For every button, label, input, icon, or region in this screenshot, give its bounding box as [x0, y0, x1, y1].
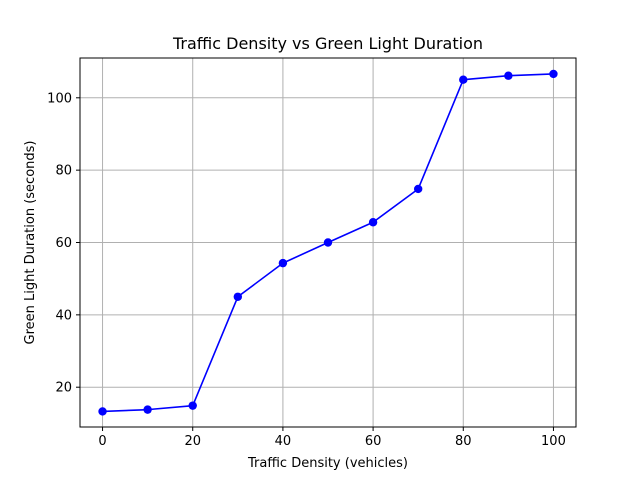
y-axis-label: Green Light Duration (seconds) — [23, 141, 38, 345]
series-group — [98, 69, 558, 416]
data-point — [413, 184, 423, 194]
data-point — [368, 218, 378, 227]
data-point — [549, 69, 558, 79]
x-axis: 0 20 40 60 80 100 — [98, 427, 566, 449]
data-point — [459, 75, 468, 84]
x-tick-label: 0 — [98, 434, 106, 449]
data-point — [278, 258, 288, 268]
x-tick-label: 80 — [455, 434, 472, 449]
y-tick-label: 60 — [55, 236, 72, 251]
data-point — [323, 238, 333, 247]
x-tick-label: 100 — [541, 434, 566, 449]
data-point — [188, 401, 197, 410]
y-tick-label: 20 — [55, 381, 72, 396]
x-tick-label: 20 — [184, 434, 201, 449]
data-point — [504, 71, 513, 80]
chart-title: Traffic Density vs Green Light Duration — [172, 34, 483, 53]
y-tick-label: 100 — [47, 91, 72, 106]
y-tick-label: 80 — [55, 164, 72, 179]
y-axis: 20 40 60 80 100 — [47, 91, 80, 396]
x-axis-label: Traffic Density (vehicles) — [247, 456, 408, 471]
x-tick-label: 40 — [275, 434, 292, 449]
y-tick-label: 40 — [55, 308, 72, 323]
data-point — [143, 405, 152, 414]
data-point — [98, 407, 107, 416]
x-tick-label: 60 — [365, 434, 382, 449]
data-point — [233, 292, 243, 301]
